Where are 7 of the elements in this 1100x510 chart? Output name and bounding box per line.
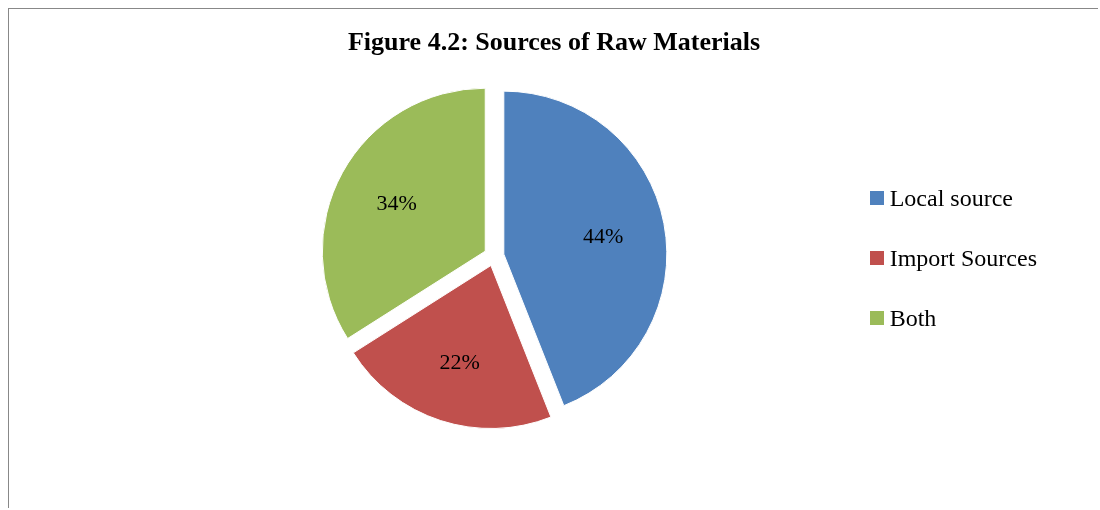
chart-title: Figure 4.2: Sources of Raw Materials [346, 27, 762, 57]
data-label: 44% [582, 222, 624, 248]
legend-label: Import Sources [889, 244, 1037, 272]
data-label: 34% [376, 190, 417, 215]
data-label: 22% [439, 349, 480, 375]
legend-label: Local source [889, 184, 1013, 212]
legend-label: Both [889, 304, 937, 332]
